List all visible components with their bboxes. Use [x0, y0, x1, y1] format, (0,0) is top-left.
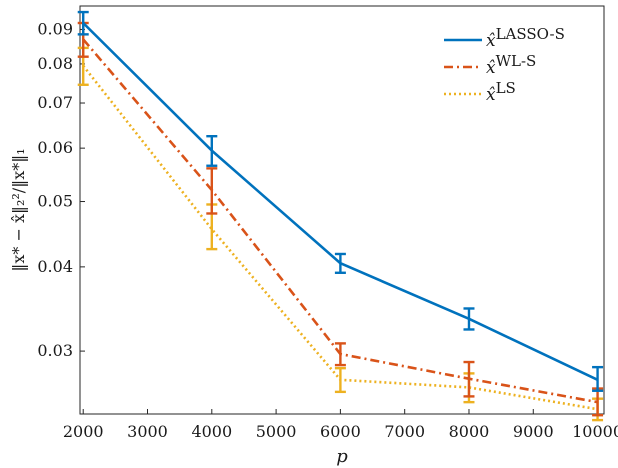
x-tick-label: 2000 [63, 422, 104, 441]
legend-label: x̂LS [486, 79, 516, 105]
legend-label-base: x̂ [486, 58, 496, 78]
x-tick-label: 3000 [127, 422, 168, 441]
y-tick-label: 0.04 [37, 257, 73, 276]
y-tick-label: 0.08 [37, 54, 73, 73]
legend-label-sup: LASSO-S [496, 25, 565, 43]
legend-label: x̂LASSO-S [486, 25, 565, 51]
legend-label-sup: WL-S [496, 52, 537, 70]
legend-label: x̂WL-S [486, 52, 536, 78]
x-tick-label: 9000 [513, 422, 554, 441]
x-axis-label: p [336, 446, 348, 467]
plot-area [79, 5, 605, 415]
series-lasso-s [77, 10, 604, 392]
x-tick-label: 5000 [256, 422, 297, 441]
legend: x̂LASSO-Sx̂WL-Sx̂LS [444, 25, 565, 105]
y-axis: 0.03 0.04 0.05 0.06 0.07 0.08 0.09 [37, 19, 85, 360]
series-layer [77, 10, 604, 422]
y-tick-label: 0.03 [37, 341, 73, 360]
y-tick-label: 0.05 [37, 192, 73, 211]
y-tick-label: 0.06 [37, 138, 73, 157]
x-tick-label: 4000 [191, 422, 232, 441]
y-axis-label: ‖x* − x̂‖₂²/‖x*‖₁ [9, 148, 28, 271]
legend-label-base: x̂ [486, 85, 496, 105]
x-tick-label: 7000 [384, 422, 425, 441]
y-tick-label: 0.07 [37, 93, 73, 112]
x-axis: 2000 3000 4000 5000 6000 7000 8000 9000 10000 [63, 409, 618, 441]
y-tick-label: 0.09 [37, 19, 73, 38]
x-tick-label: 8000 [449, 422, 490, 441]
legend-label-sup: LS [496, 79, 516, 97]
legend-label-base: x̂ [486, 31, 496, 51]
x-tick-label: 10000 [572, 422, 618, 441]
x-tick-label: 6000 [320, 422, 361, 441]
